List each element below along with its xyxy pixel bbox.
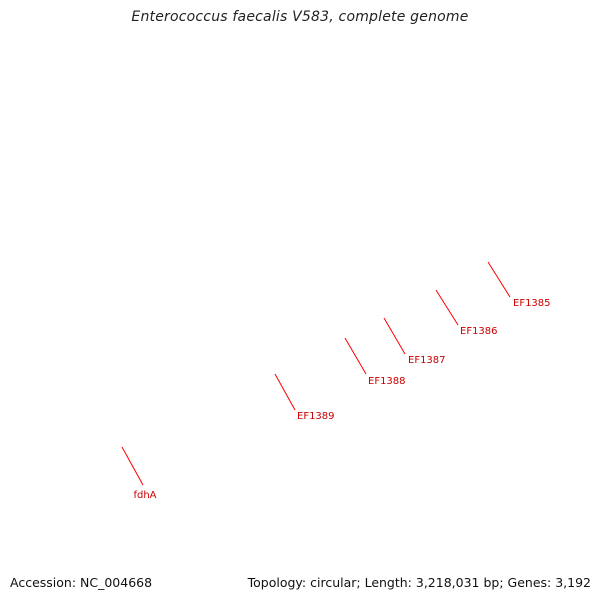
gene-label[interactable]: EF1385 xyxy=(513,298,551,309)
gene-label[interactable]: fdhA xyxy=(133,490,156,501)
gene-label-leader xyxy=(274,373,296,411)
gene-label[interactable]: EF1387 xyxy=(408,355,446,366)
gene-label-leader xyxy=(487,261,511,298)
accession-text: Accession: NC_004668 xyxy=(10,575,153,590)
gene-label-leader xyxy=(344,337,367,375)
gene-label[interactable]: EF1389 xyxy=(297,411,335,422)
gene-label-leader xyxy=(383,317,406,355)
gene-label[interactable]: EF1386 xyxy=(460,326,498,337)
gene-label-leader xyxy=(435,289,459,326)
gene-label-leader xyxy=(121,446,144,486)
gene-label[interactable]: EF1388 xyxy=(368,376,406,387)
page-title: Enterococcus faecalis V583, complete gen… xyxy=(131,9,469,25)
genome-summary-text: Topology: circular; Length: 3,218,031 bp… xyxy=(247,575,591,590)
